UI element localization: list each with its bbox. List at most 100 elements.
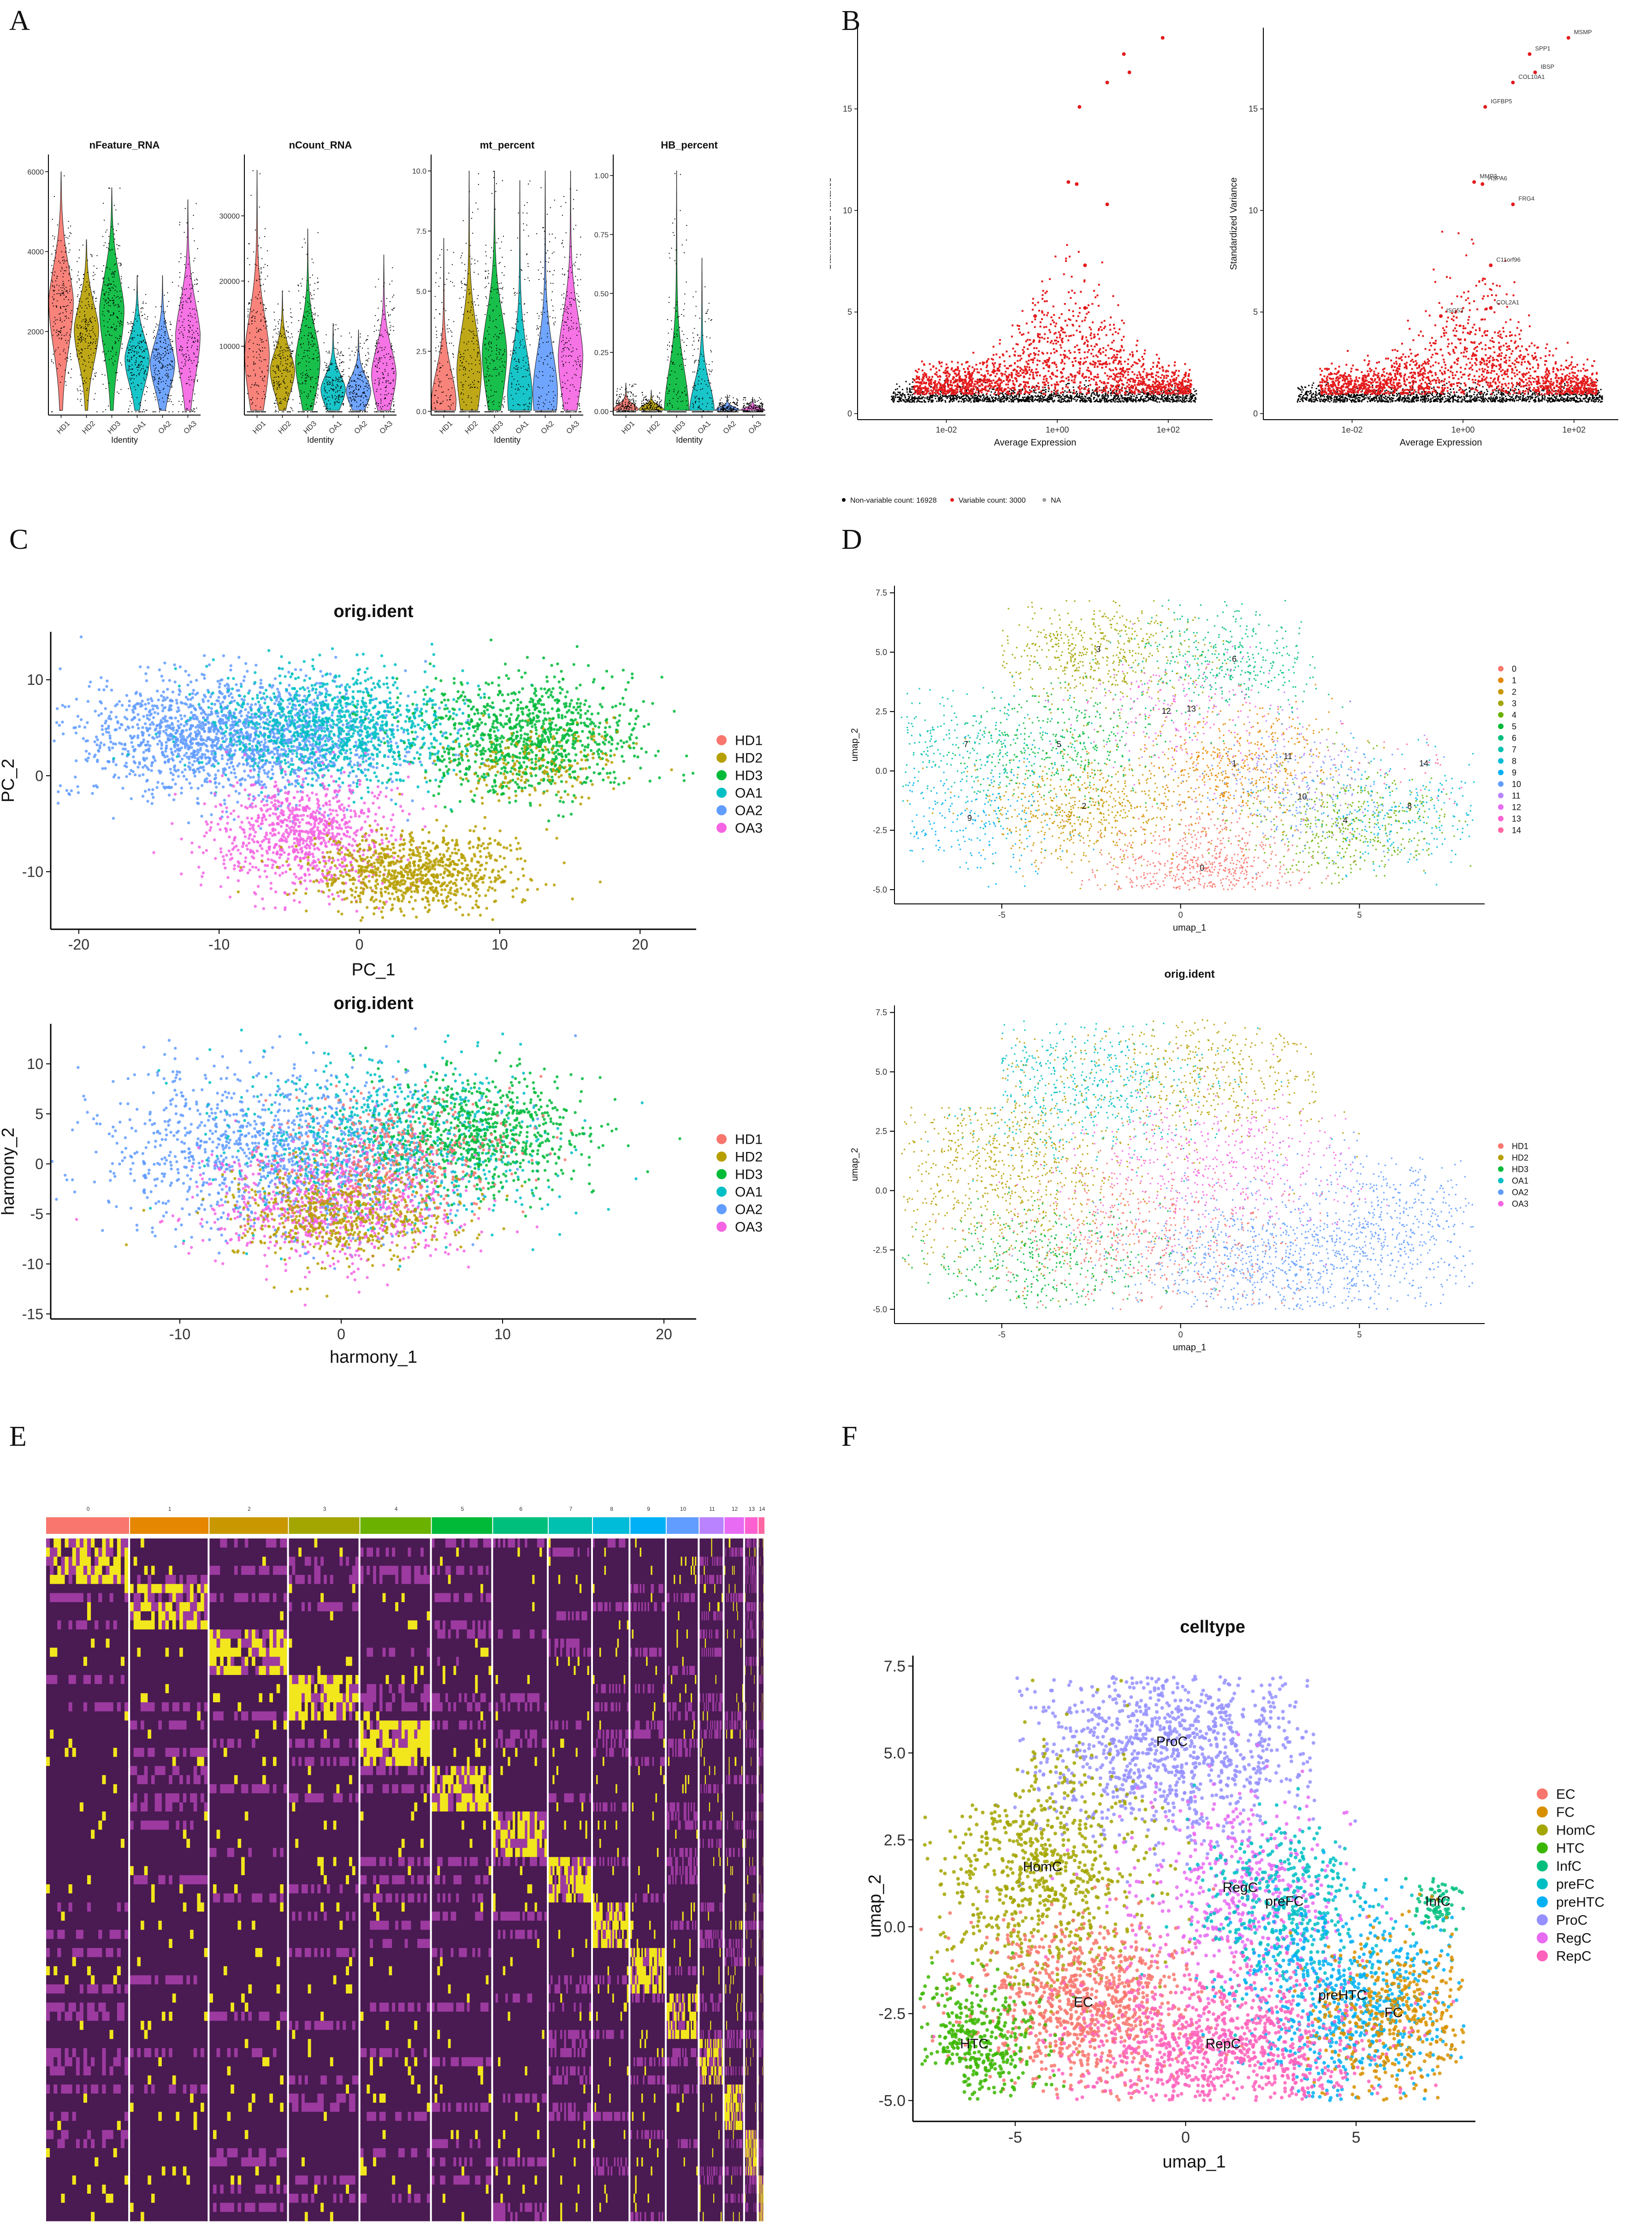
variance-1-y-tick-label: 0 — [1253, 409, 1258, 418]
umap-clusters-legend-key — [1498, 781, 1504, 787]
celltype-x-tick-label: -5 — [1008, 2129, 1022, 2146]
variance-1-gene-label: HSPA6 — [1488, 175, 1507, 182]
umap-orig-x-tick-label: -5 — [998, 1330, 1006, 1339]
violin-1-violin-OA3 — [372, 255, 397, 410]
variance-0-top-gene-point — [1066, 180, 1070, 184]
umap-clusters-legend-label: 13 — [1512, 814, 1521, 823]
violin-3-y-tick-label: 0.75 — [594, 231, 609, 239]
umap-clusters-x-axis-title: umap_1 — [1173, 923, 1206, 933]
violin-1-violin-HD1 — [245, 170, 270, 410]
umap-orig-legend-key — [1498, 1155, 1504, 1160]
umap-clusters-legend-label: 14 — [1512, 825, 1521, 835]
violin-3-y-tick-label: 0.00 — [594, 408, 609, 416]
violin-0-x-tick-label: HD1 — [55, 420, 71, 436]
pca-y-tick-label: 10 — [27, 671, 43, 688]
heatmap-cluster-separator — [698, 1538, 699, 2221]
violin-2-violin-HD1 — [432, 238, 456, 410]
celltype-legend-key — [1537, 1878, 1548, 1889]
pca-x-tick-label: -10 — [208, 936, 230, 953]
celltype-legend-key — [1537, 1950, 1548, 1961]
umap-clusters-y-tick-label: 2.5 — [876, 707, 887, 716]
panel-letter-e: E — [9, 1420, 27, 1453]
pca-x-tick-label: 0 — [355, 936, 364, 953]
heatmap-cluster-separator — [547, 1538, 549, 2221]
harmony-x-tick-label: 0 — [337, 1326, 345, 1342]
heatmap-cluster-separator — [207, 1538, 209, 2221]
violin-2-x-tick-label: HD3 — [489, 420, 505, 436]
umap-cluster-points — [901, 600, 1475, 891]
heatmap-cluster-label: 5 — [461, 1506, 464, 1512]
heatmap-cluster-separator — [287, 1538, 289, 2221]
umap-orig-title: orig.ident — [1164, 968, 1214, 980]
umap-clusters-legend-key — [1498, 758, 1504, 764]
umap-clusters-legend-label: 11 — [1512, 791, 1521, 800]
harmony-y-tick-label: -5 — [30, 1206, 43, 1222]
harmony-x-axis-title: harmony_1 — [330, 1348, 417, 1367]
celltype-legend-label: FC — [1556, 1805, 1575, 1820]
variance-0-top-gene-point — [1122, 52, 1126, 56]
umap-clusters-legend-key — [1498, 793, 1504, 798]
violin-1-y-tick-label: 30000 — [219, 213, 240, 220]
celltype-legend-key — [1537, 1896, 1548, 1907]
umap-clusters-y-tick-label: 0.0 — [876, 766, 887, 776]
umap-orig-legend-key — [1498, 1166, 1504, 1172]
variance-0-y-tick-label: 15 — [843, 104, 852, 113]
variance-legend-key — [1042, 498, 1046, 502]
umap-clusters-y-tick-label: 5.0 — [876, 647, 887, 657]
celltype-legend-label: EC — [1556, 1787, 1575, 1802]
celltype-legend-key — [1537, 1842, 1548, 1853]
heatmap-cluster-separator — [665, 1538, 667, 2221]
variance-1-top-gene-point — [1489, 263, 1492, 267]
heatmap-cluster-label: 13 — [749, 1506, 755, 1512]
heatmap-cluster-bar — [699, 1517, 723, 1534]
violin-3-y-tick-label: 0.50 — [594, 290, 609, 298]
umap-orig-y-tick-label: -2.5 — [873, 1246, 887, 1255]
umap-clusters-legend-key — [1498, 816, 1504, 821]
heatmap-cluster-label: 7 — [569, 1506, 573, 1512]
variance-0-x-tick-label: 1e+02 — [1156, 425, 1180, 434]
celltype-legend-label: HomC — [1556, 1823, 1595, 1838]
variance-0-x-tick-label: 1e+00 — [1046, 425, 1069, 434]
heatmap-cluster-label: 1 — [168, 1506, 172, 1512]
violin-1-title: nCount_RNA — [289, 139, 352, 151]
violin-0-x-axis-title: Identity — [111, 435, 138, 445]
umap-orig-legend-key — [1498, 1189, 1504, 1195]
variance-1-y-tick-label: 10 — [1249, 206, 1258, 215]
heatmap-cluster-bar — [130, 1517, 208, 1534]
celltype-cluster-label: EC — [1074, 1995, 1093, 2010]
umap-clusters-x-tick-label: 0 — [1178, 910, 1183, 920]
pca-legend-key — [716, 823, 727, 833]
heatmap-cluster-bar — [432, 1517, 492, 1534]
variance-0-x-axis-title: Average Expression — [994, 438, 1077, 448]
variance-0-top-gene-point — [1033, 314, 1037, 318]
umap-orig-ident: orig.ident-5 0 5-5.0-2.50.02.55.07.5umap_1… — [830, 968, 1651, 1384]
panel-letter-f: F — [841, 1420, 857, 1453]
violin-1-x-tick-label: HD2 — [277, 420, 293, 436]
celltype-legend-label: RepC — [1556, 1949, 1592, 1964]
celltype-legend-label: HTC — [1556, 1841, 1585, 1856]
pca-legend-label: OA1 — [735, 786, 763, 801]
pca-x-tick-label: 10 — [491, 936, 508, 953]
celltype-x-axis-title: umap_1 — [1162, 2152, 1226, 2172]
variance-1-top-gene-point — [1511, 81, 1515, 84]
variance-0-x-tick-label: 1e-02 — [936, 425, 957, 434]
violin-1-x-tick-label: OA3 — [378, 420, 394, 436]
heatmap-cluster-separator — [128, 1538, 130, 2221]
pca-x-tick-label: 20 — [632, 936, 648, 953]
umap-orig-y-tick-label: 0.0 — [876, 1186, 887, 1195]
variance-1-y-tick-label: 5 — [1253, 308, 1258, 317]
variance-1-top-gene-point — [1511, 202, 1515, 206]
umap-orig-points — [901, 1019, 1474, 1310]
celltype-cluster-label: HomC — [1023, 1859, 1062, 1874]
umap-cluster-label: 0 — [1200, 863, 1204, 873]
celltype-y-tick-label: 7.5 — [884, 1658, 906, 1675]
celltype-cluster-label: ProC — [1156, 1734, 1188, 1749]
violin-1-x-axis-title: Identity — [307, 435, 334, 445]
umap-clusters-legend-key — [1498, 735, 1504, 741]
variance-0-top-gene-point — [1075, 182, 1078, 186]
celltype-y-tick-label: 5.0 — [884, 1745, 906, 1762]
variance-1-gene-label: IBSP — [1541, 63, 1555, 70]
panel-letter-d: D — [841, 523, 862, 556]
celltype-x-tick-label: 0 — [1181, 2129, 1190, 2146]
violin-2-x-tick-label: HD1 — [438, 420, 454, 436]
